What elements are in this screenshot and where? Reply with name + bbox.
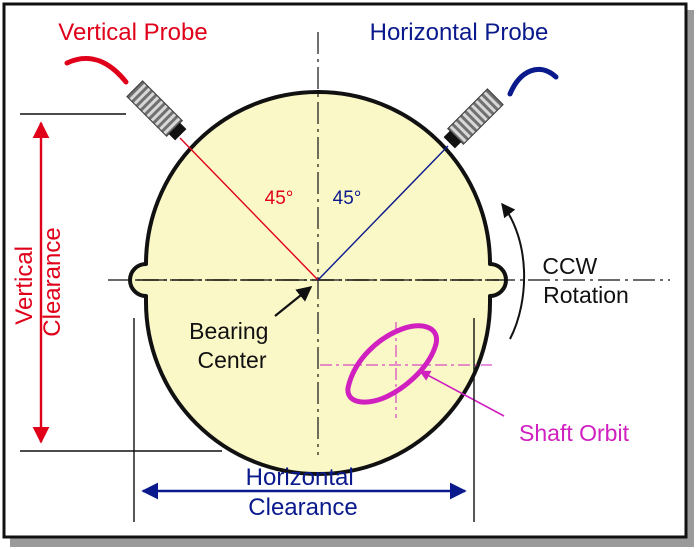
- horizontal-probe-axis: [317, 145, 449, 281]
- shaft-orbit-label: Shaft Orbit: [519, 420, 630, 446]
- vertical-clearance-label: Vertical Clearance: [11, 227, 66, 336]
- bearing-center-label: Bearing Center: [189, 318, 275, 373]
- horizontal-clearance-label: Horizontal Clearance: [246, 464, 361, 521]
- vertical-clearance-dimension: [20, 113, 222, 452]
- rotation-label: CCW Rotation: [542, 253, 629, 308]
- rotation-arrow: [501, 202, 526, 340]
- angle-label-horizontal: 45°: [333, 188, 362, 209]
- horizontal-clearance-dimension: [133, 318, 475, 522]
- shaft-orbit: [320, 322, 492, 418]
- horizontal-probe-label: Horizontal Probe: [370, 19, 549, 46]
- shaft-orbit-pointer: [419, 370, 505, 417]
- vertical-probe-axis: [179, 137, 319, 281]
- proximity-probe-icon: [443, 66, 559, 149]
- bearing-center-arrow: [274, 286, 313, 317]
- proximity-probe-icon: [64, 56, 187, 141]
- vertical-probe-label: Vertical Probe: [58, 19, 207, 46]
- angle-label-vertical: 45°: [265, 188, 294, 209]
